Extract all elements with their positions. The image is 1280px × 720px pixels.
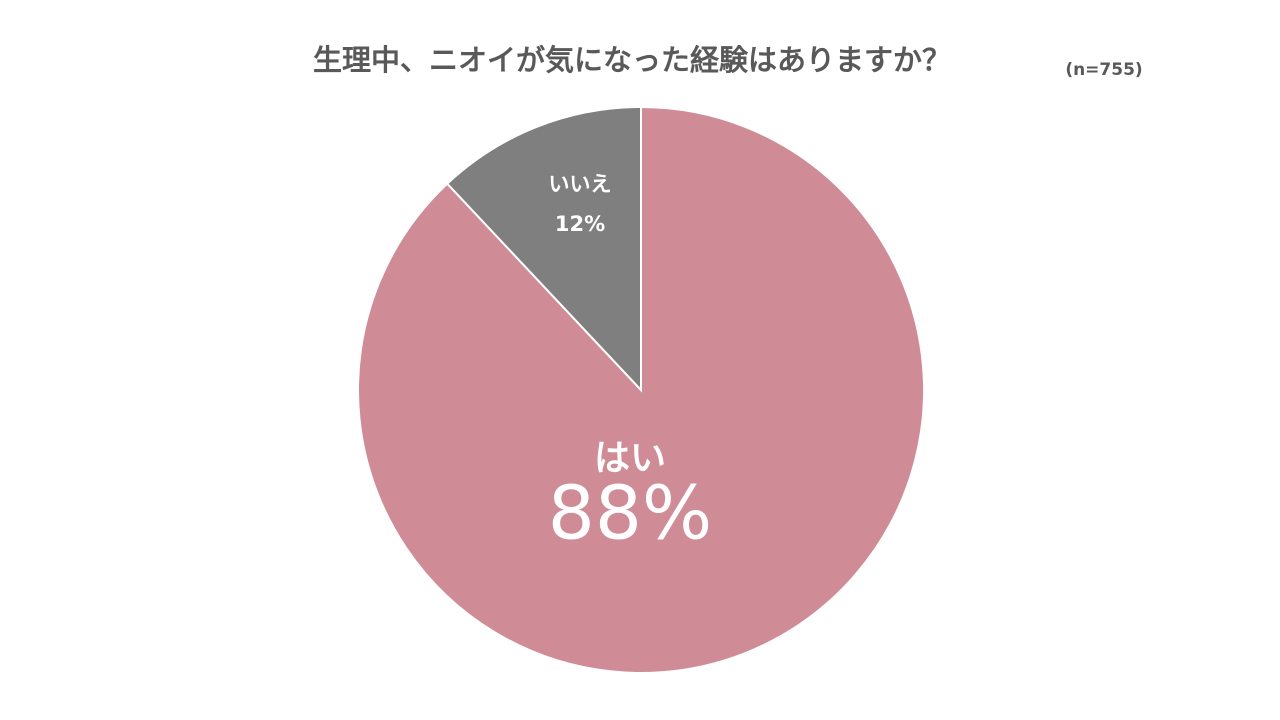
slice-category-label: いいえ <box>549 172 612 196</box>
slice-value-label: 88% <box>548 471 712 557</box>
pie-slice <box>445 105 642 393</box>
chart-title: 生理中、ニオイが気になった経験はありますか？ <box>313 43 951 77</box>
chart-subtitle: (n=755) <box>1065 60 1142 80</box>
slice-category-label: はい <box>594 438 666 479</box>
slice-value-label: 12% <box>555 212 605 236</box>
